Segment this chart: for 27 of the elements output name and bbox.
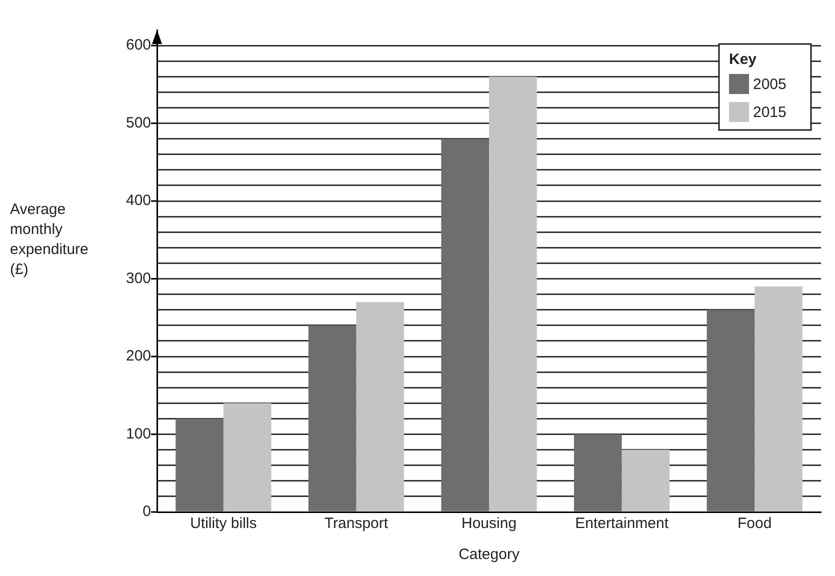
legend-label: 2005 bbox=[753, 76, 786, 94]
legend-label: 2015 bbox=[753, 104, 786, 122]
y-tick-label: 300 bbox=[126, 270, 152, 287]
y-tick-label: 100 bbox=[126, 425, 152, 442]
y-axis-title: Average monthly expenditure (£) bbox=[10, 200, 90, 280]
x-tick-label: Entertainment bbox=[575, 515, 670, 532]
bar bbox=[574, 434, 622, 512]
x-tick-label: Transport bbox=[324, 515, 389, 532]
bar bbox=[223, 403, 272, 512]
y-tick-label: 200 bbox=[126, 348, 152, 365]
bar bbox=[176, 418, 224, 512]
legend-title: Key bbox=[729, 51, 758, 68]
bar bbox=[706, 310, 755, 512]
bar bbox=[754, 286, 802, 512]
bar bbox=[356, 302, 404, 512]
y-tick-label: 400 bbox=[126, 192, 152, 210]
bar bbox=[308, 325, 356, 512]
x-tick-label: Housing bbox=[461, 515, 517, 532]
y-tick-label: 0 bbox=[142, 503, 152, 520]
y-tick-label: 600 bbox=[126, 36, 152, 54]
x-tick-label: Utility bills bbox=[190, 515, 257, 532]
bar bbox=[622, 450, 670, 512]
y-tick-label: 500 bbox=[126, 114, 152, 132]
x-axis-title: Category bbox=[458, 546, 520, 564]
x-tick-label: Food bbox=[738, 515, 772, 532]
bar bbox=[441, 138, 490, 512]
bar bbox=[489, 76, 537, 512]
